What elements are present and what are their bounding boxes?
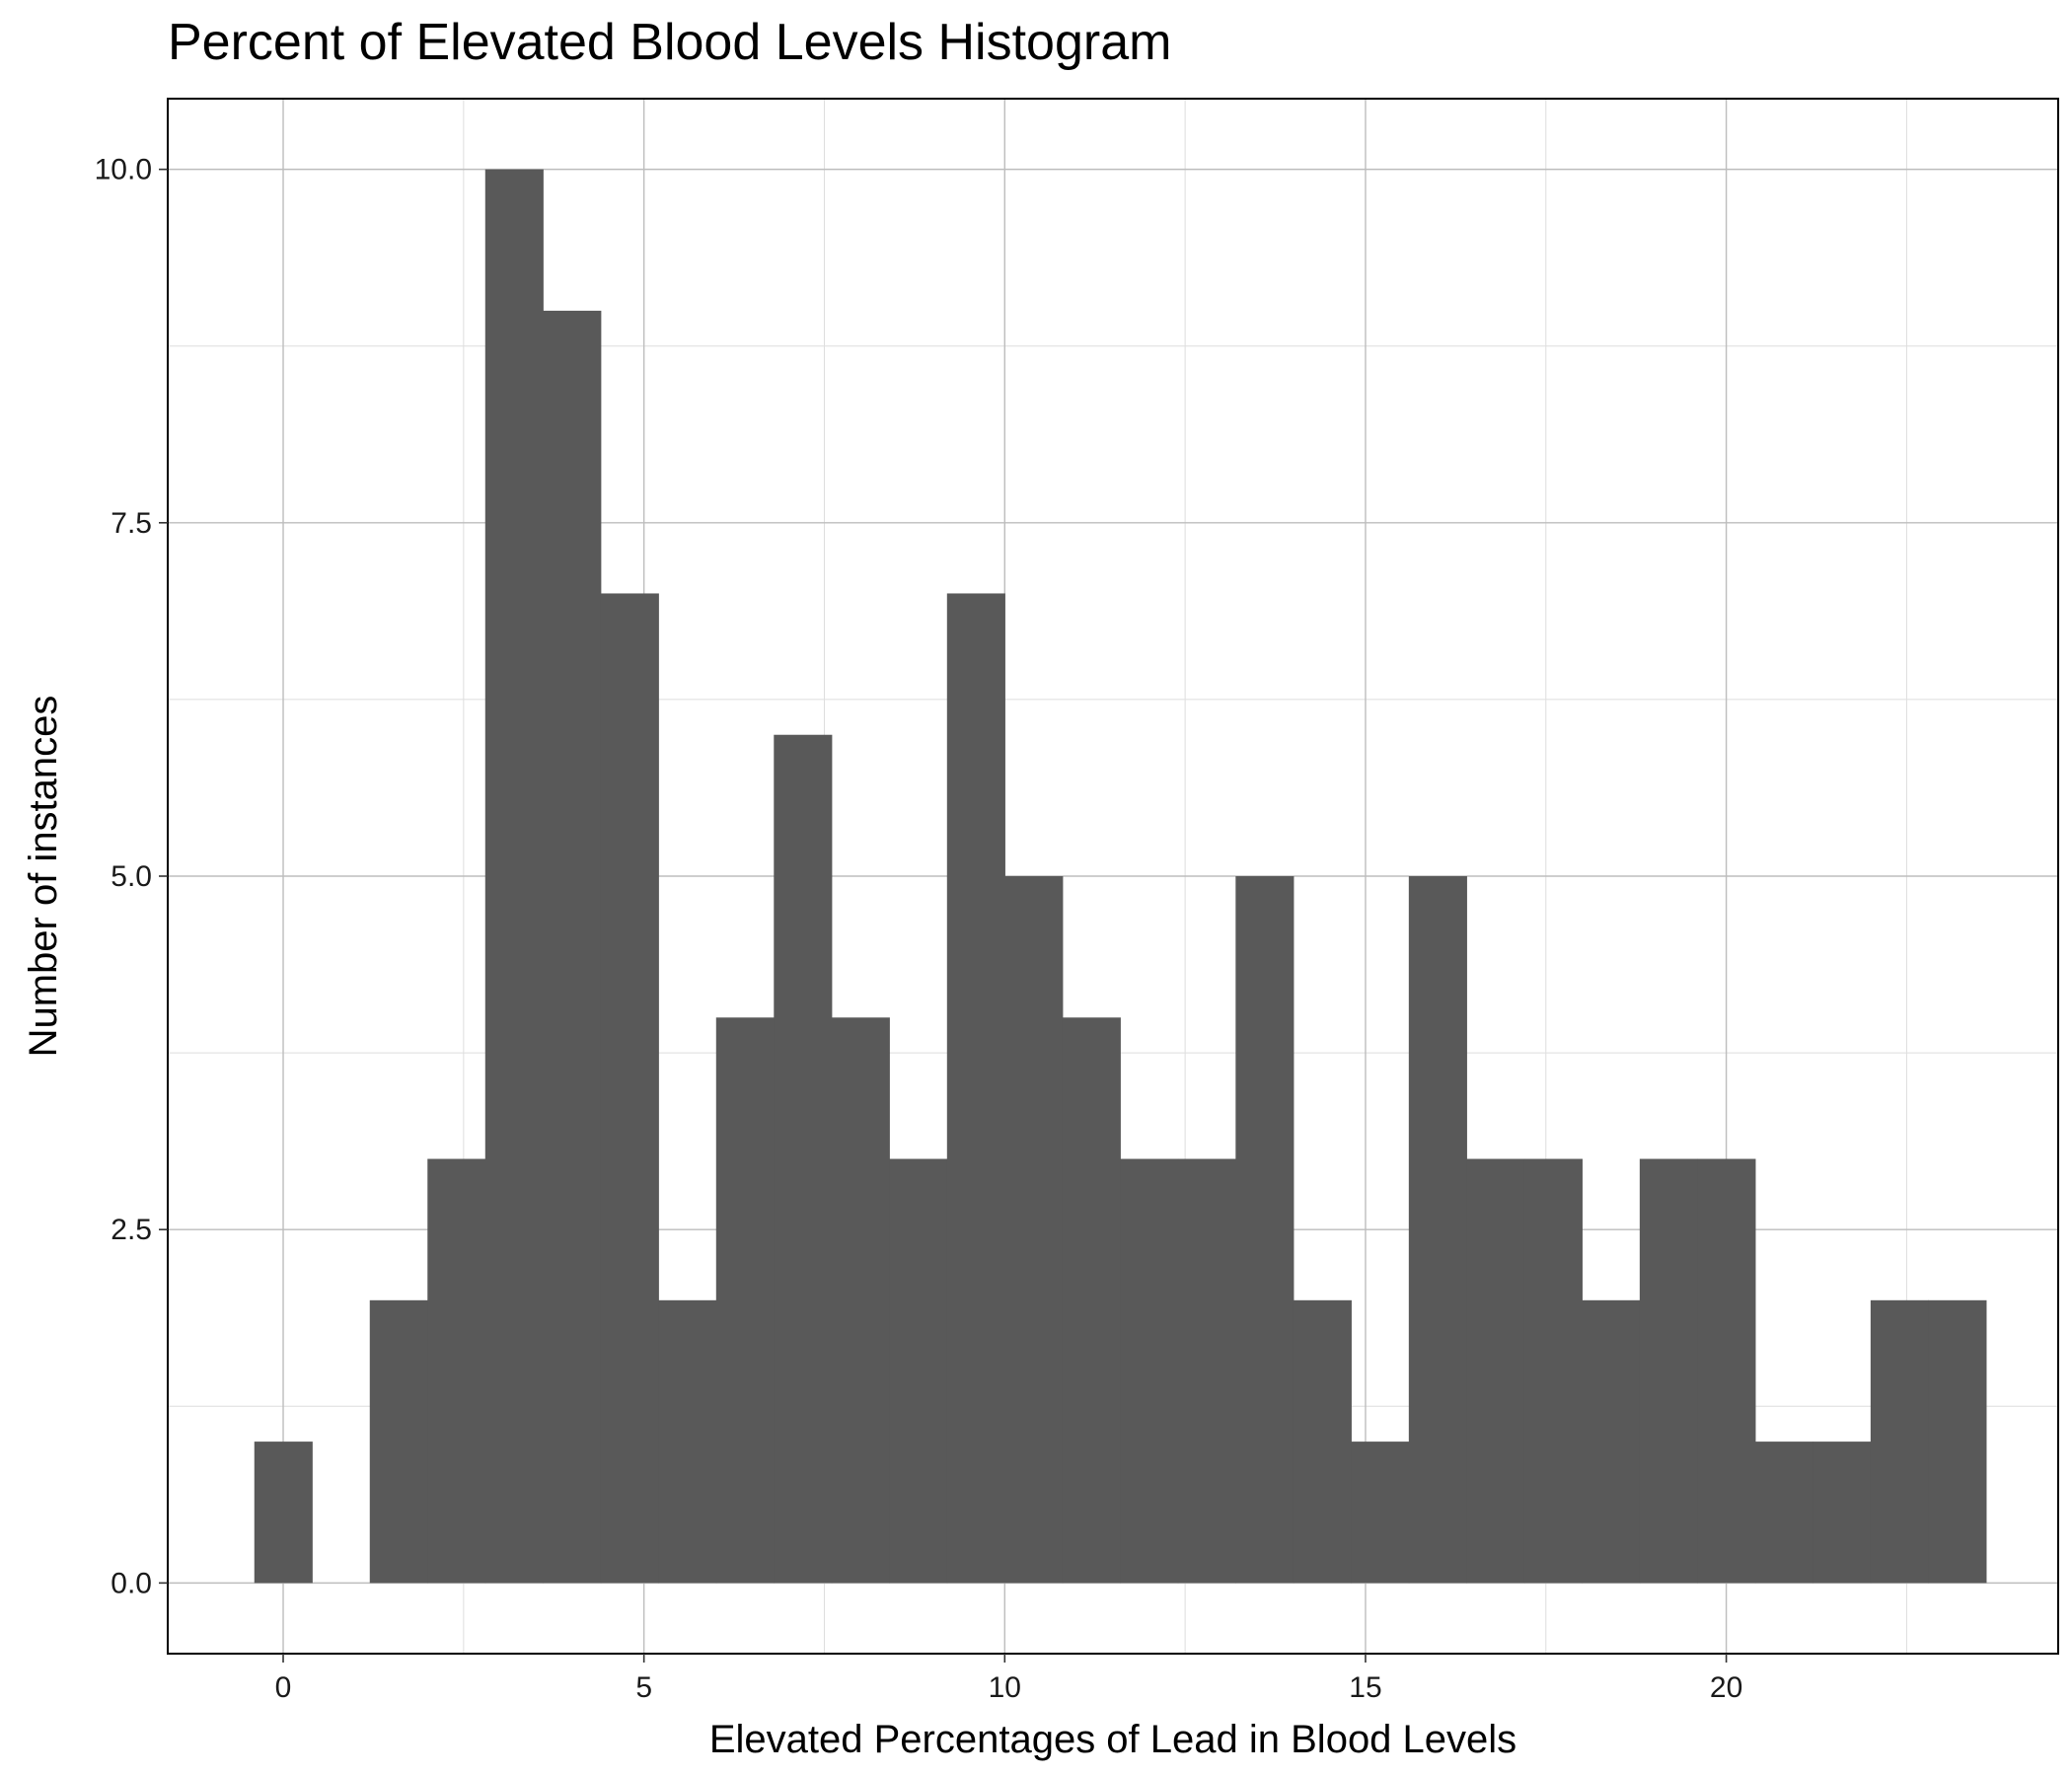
y-tick-label: 5.0 bbox=[111, 860, 152, 893]
histogram-bar bbox=[1639, 1158, 1698, 1584]
histogram-bar bbox=[1582, 1299, 1641, 1584]
x-tick-label: 10 bbox=[989, 1671, 1021, 1704]
x-tick-label: 20 bbox=[1710, 1671, 1742, 1704]
y-axis-title: Number of instances bbox=[22, 696, 65, 1058]
histogram-bar bbox=[1754, 1442, 1813, 1584]
histogram-bar bbox=[1466, 1158, 1525, 1584]
histogram-bar bbox=[1813, 1442, 1872, 1584]
histogram-bar bbox=[1004, 876, 1064, 1584]
histogram-bar bbox=[427, 1158, 486, 1584]
histogram-bar bbox=[1870, 1299, 1929, 1584]
axis-ticks: 0 5 10 15 20 0.0 2.5 5.0 7.5 10.0 bbox=[95, 154, 1743, 1704]
histogram-bar bbox=[484, 169, 544, 1584]
y-tick-label: 0.0 bbox=[111, 1567, 152, 1599]
histogram-bars bbox=[254, 169, 1987, 1584]
histogram-bar bbox=[600, 593, 659, 1584]
y-tick-label: 2.5 bbox=[111, 1214, 152, 1246]
histogram-bar bbox=[1293, 1299, 1352, 1584]
y-tick-label: 7.5 bbox=[111, 507, 152, 540]
histogram-bar bbox=[254, 1442, 313, 1584]
histogram-bar bbox=[369, 1299, 428, 1584]
histogram-bar bbox=[831, 1017, 890, 1584]
histogram-bar bbox=[1177, 1158, 1236, 1584]
histogram-bar bbox=[1408, 876, 1467, 1584]
histogram-bar bbox=[774, 734, 833, 1584]
histogram-bar bbox=[946, 593, 1005, 1584]
histogram-bar bbox=[1697, 1158, 1756, 1584]
histogram-bar bbox=[1351, 1442, 1410, 1584]
histogram-bar bbox=[1062, 1017, 1121, 1584]
histogram-bar bbox=[1523, 1158, 1583, 1584]
histogram-bar bbox=[889, 1158, 948, 1584]
x-axis-title: Elevated Percentages of Lead in Blood Le… bbox=[709, 1718, 1517, 1761]
histogram-bar bbox=[1235, 876, 1295, 1584]
histogram-bar bbox=[543, 310, 602, 1584]
histogram-bar bbox=[658, 1299, 717, 1584]
x-tick-label: 5 bbox=[635, 1671, 652, 1704]
chart-title: Percent of Elevated Blood Levels Histogr… bbox=[168, 14, 1171, 71]
x-tick-label: 15 bbox=[1349, 1671, 1381, 1704]
histogram-bar bbox=[1928, 1299, 1987, 1584]
x-tick-label: 0 bbox=[275, 1671, 292, 1704]
y-tick-label: 10.0 bbox=[95, 154, 152, 186]
histogram-bar bbox=[1120, 1158, 1179, 1584]
histogram-bar bbox=[715, 1017, 775, 1584]
